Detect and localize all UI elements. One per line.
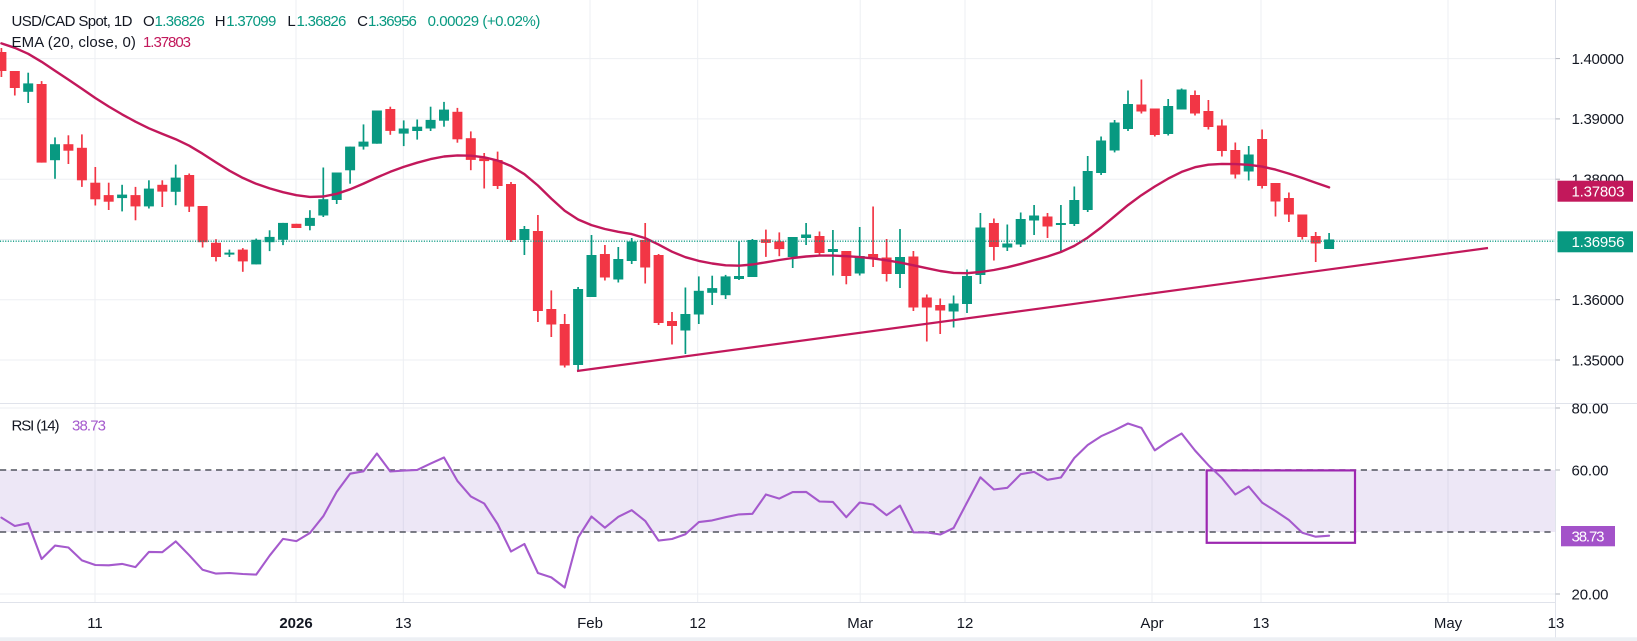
svg-text:11: 11 <box>87 615 103 632</box>
svg-text:O: O <box>143 13 155 30</box>
svg-text:1.36000: 1.36000 <box>1572 292 1625 309</box>
svg-text:38.73: 38.73 <box>72 417 106 434</box>
svg-text:1.36826: 1.36826 <box>297 13 347 30</box>
svg-text:1.36956: 1.36956 <box>368 13 417 30</box>
svg-text:2026: 2026 <box>279 615 312 632</box>
svg-text:H: H <box>215 13 226 30</box>
svg-text:L: L <box>287 13 295 30</box>
svg-text:USD/CAD Spot, 1D: USD/CAD Spot, 1D <box>12 13 133 30</box>
svg-text:38.73: 38.73 <box>1572 529 1605 546</box>
svg-text:1.40000: 1.40000 <box>1572 51 1625 68</box>
svg-text:13: 13 <box>1548 615 1565 632</box>
svg-text:0.00029 (+0.02%): 0.00029 (+0.02%) <box>428 13 541 30</box>
svg-text:RSI (14): RSI (14) <box>12 417 60 434</box>
svg-text:13: 13 <box>1253 615 1270 632</box>
svg-text:60.00: 60.00 <box>1572 462 1609 479</box>
svg-text:20.00: 20.00 <box>1572 586 1609 603</box>
svg-text:1.37803: 1.37803 <box>1572 184 1625 201</box>
svg-text:1.36826: 1.36826 <box>155 13 205 30</box>
svg-text:12: 12 <box>957 615 974 632</box>
svg-text:May: May <box>1434 615 1463 632</box>
svg-text:1.37099: 1.37099 <box>226 13 276 30</box>
svg-text:1.36956: 1.36956 <box>1572 234 1625 251</box>
svg-text:12: 12 <box>689 615 706 632</box>
svg-text:Apr: Apr <box>1140 615 1163 632</box>
svg-text:80.00: 80.00 <box>1572 400 1609 417</box>
svg-text:1.37803: 1.37803 <box>143 34 191 51</box>
svg-text:1.35000: 1.35000 <box>1572 352 1625 369</box>
svg-text:13: 13 <box>395 615 412 632</box>
svg-text:C: C <box>357 13 368 30</box>
svg-text:Mar: Mar <box>847 615 873 632</box>
svg-text:1.39000: 1.39000 <box>1572 111 1625 128</box>
svg-text:Feb: Feb <box>577 615 603 632</box>
svg-text:EMA (20, close, 0): EMA (20, close, 0) <box>12 34 136 51</box>
